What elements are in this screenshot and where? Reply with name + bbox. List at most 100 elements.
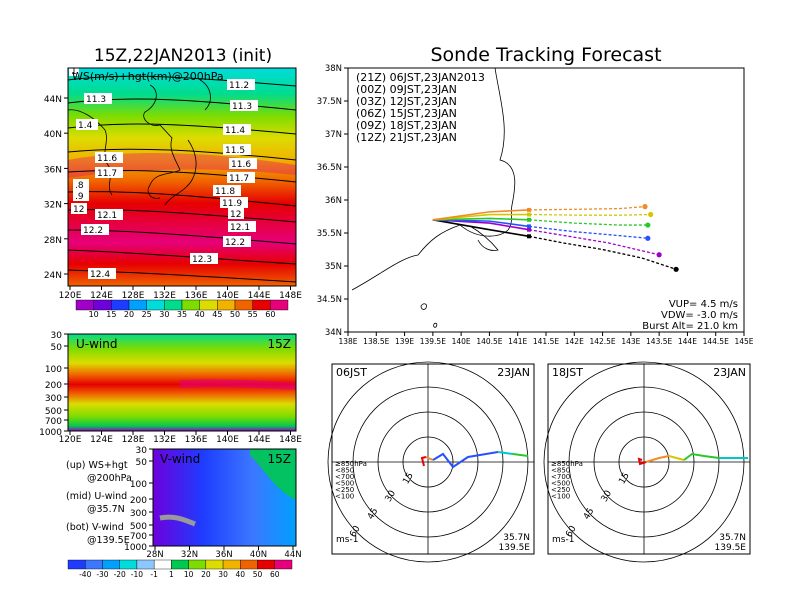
note-mid-b: @35.7N <box>87 504 125 515</box>
colorbar-label: 10 <box>89 310 99 319</box>
contour-labels: 11.211.311.311.411.511.611.611.7 11.711.8… <box>69 65 258 280</box>
colorbar-swatch <box>274 559 293 570</box>
contour-label: 11.9 <box>222 199 242 209</box>
lat-tick-label: 35.5N <box>317 229 342 239</box>
uwind-lon-ticks: 120E 124E 128E 132E 136E 140E 144E 148E <box>59 431 302 445</box>
colorbar-swatch <box>257 559 275 570</box>
lon-tick-label: 140E <box>216 435 239 445</box>
colorbar-swatch <box>240 559 258 570</box>
track-endpoint <box>656 252 662 258</box>
vwind-time: 15Z <box>268 452 292 466</box>
lon-tick-label: 136E <box>185 291 208 301</box>
ring-label: 45 <box>582 507 596 522</box>
note-bot-a: (bot) V-wind <box>66 522 124 533</box>
lat-tick-label: 37.5N <box>317 97 342 107</box>
japan-coastline <box>143 79 211 206</box>
uwind-label: U-wind <box>76 337 117 351</box>
colorbar-label: 30 <box>159 310 169 319</box>
level-label: <250 <box>335 486 354 494</box>
colorbar-label: 60 <box>265 310 275 319</box>
upper-map-label: WS(m/s)+hgt(km)@200hPa <box>72 70 224 83</box>
colorbar-label: -30 <box>96 570 108 579</box>
colorbar-swatch <box>181 299 200 311</box>
hodograph-segment <box>637 457 647 466</box>
legend-entry: (12Z) 21JST,23JAN <box>356 131 457 144</box>
colorbar-swatch <box>270 299 289 311</box>
polar-ring <box>352 386 504 538</box>
lon-tick-label: 140.5E <box>476 337 502 346</box>
track-legend: (21Z) 06JST,23JAN2013(00Z) 09JST,23JAN(0… <box>356 71 485 144</box>
lat-tick-label: 28N <box>146 550 163 560</box>
polar-date: 23JAN <box>497 366 530 379</box>
contour-label-bg <box>95 209 123 220</box>
lon-tick-label: 148E <box>279 435 302 445</box>
contour-label: .9 <box>75 192 84 202</box>
hodograph-segment <box>420 456 427 467</box>
legend-entry: (00Z) 09JST,23JAN <box>356 83 457 96</box>
contour-label: 11.2 <box>229 81 249 91</box>
colorbar-label: -10 <box>131 570 143 579</box>
vwind-label: V-wind <box>160 452 200 466</box>
lon-tick-label: 124E <box>90 291 113 301</box>
track-line <box>432 217 530 221</box>
contour-label-bg <box>95 167 123 178</box>
lat-tick-label: 44N <box>44 95 62 105</box>
track-endpoint <box>645 222 651 228</box>
level-label: ≥850hPa <box>335 460 367 468</box>
lon-tick-label: 144E <box>248 435 271 445</box>
contour-label-bg <box>95 152 123 163</box>
contour-label: 11.8 <box>215 187 235 197</box>
p-tick-label: 50 <box>136 458 148 468</box>
contour-label-bg <box>220 197 248 208</box>
contour-label: 12.4 <box>90 270 110 280</box>
contour-label: 12 <box>73 205 84 215</box>
colorbar-swatch <box>188 559 207 570</box>
polar-ring <box>543 361 745 563</box>
contour-label: 11.6 <box>97 154 117 164</box>
lon-tick-label: 140E <box>452 337 471 346</box>
vwind-colorbar: -40 -30 -20 -10 -1 1 10 20 30 40 50 60 <box>67 559 293 579</box>
note-mid-a: (mid) U-wind <box>66 491 127 502</box>
colorbar-label: 15 <box>106 310 116 319</box>
polar-ring <box>402 436 454 488</box>
launch-info: VUP= 4.5 m/s VDW= -3.0 m/s Burst Alt= 21… <box>642 299 738 332</box>
left-title: 15Z,22JAN2013 (init) <box>94 46 272 66</box>
contour-label-bg <box>84 93 112 104</box>
p-tick-label: 100 <box>45 365 62 375</box>
contour-label: 12.1 <box>230 223 250 233</box>
p-tick-label: 30 <box>136 446 148 456</box>
colorbar-swatch <box>85 559 103 570</box>
note-bot-b: @139.5E <box>87 535 130 546</box>
contour-label-bg <box>229 158 257 169</box>
lat-tick-label: 24N <box>44 271 62 281</box>
polar-ring <box>377 411 479 513</box>
legend-entry: (21Z) 06JST,23JAN2013 <box>356 71 485 84</box>
polar-lat: 35.7N <box>503 533 530 543</box>
colorbar-swatch <box>164 299 183 311</box>
contour-label: .8 <box>75 181 84 191</box>
lat-tick-label: 32N <box>181 550 198 560</box>
lat-tick-label: 40N <box>250 550 267 560</box>
lat-tick-label: 35N <box>325 262 342 272</box>
polar-units: ms-1 <box>552 535 574 545</box>
lon-tick-label: 128E <box>122 291 145 301</box>
asia-coastline <box>67 109 113 196</box>
level-label: <100 <box>551 493 570 501</box>
p-tick-label: 1000 <box>39 428 62 438</box>
colorbar-label: 40 <box>195 310 205 319</box>
ring-label: 45 <box>366 507 380 522</box>
colorbar-swatch <box>171 559 189 570</box>
lon-tick-label: 136E <box>185 435 208 445</box>
track-burst-marker <box>527 217 532 222</box>
ring-label: 15 <box>617 471 631 486</box>
contour-label-bg <box>190 253 218 264</box>
upper-map-panel: 11.211.311.311.411.511.611.611.7 11.711.8… <box>44 65 302 319</box>
track-burst-marker <box>527 224 532 229</box>
colorbar-swatch <box>128 299 147 311</box>
hodograph-segment <box>512 453 529 457</box>
contour-label-bg <box>213 185 241 196</box>
track-line <box>432 209 530 221</box>
contour-label: 11.3 <box>232 102 252 112</box>
colorbar-label: 1 <box>169 570 174 579</box>
